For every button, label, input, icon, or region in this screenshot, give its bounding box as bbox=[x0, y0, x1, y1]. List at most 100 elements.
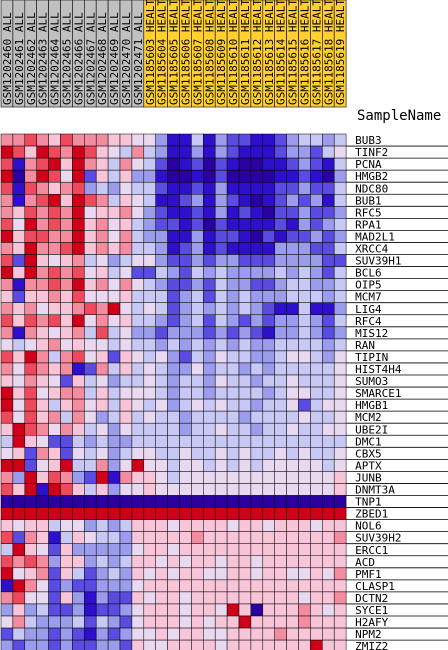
heatmap-cell bbox=[24, 314, 37, 328]
heatmap-cell bbox=[262, 326, 275, 340]
heatmap-cell bbox=[333, 374, 347, 388]
heatmap-cell bbox=[333, 579, 347, 593]
heatmap-cell bbox=[48, 627, 61, 641]
heatmap-cell bbox=[72, 266, 85, 279]
heatmap-cell bbox=[143, 567, 156, 581]
heatmap-cell bbox=[95, 314, 109, 328]
heatmap-cell bbox=[95, 567, 109, 581]
heatmap-cell bbox=[238, 218, 252, 231]
heatmap-cell bbox=[131, 157, 145, 171]
heatmap-cell bbox=[84, 579, 97, 593]
heatmap-cell bbox=[310, 447, 323, 460]
heatmap-cell bbox=[167, 615, 180, 629]
heatmap-cell bbox=[36, 410, 49, 424]
heatmap-cell bbox=[107, 495, 121, 508]
heatmap-cell bbox=[72, 254, 85, 267]
heatmap-cell bbox=[226, 639, 240, 650]
heatmap-cell bbox=[238, 627, 252, 641]
heatmap-cell bbox=[203, 483, 216, 496]
heatmap-cell bbox=[24, 495, 37, 508]
heatmap-cell bbox=[36, 555, 49, 569]
heatmap-cell bbox=[298, 495, 311, 508]
heatmap-cell bbox=[12, 471, 26, 484]
heatmap-cell bbox=[95, 278, 109, 291]
row-label: CLASP1 bbox=[355, 580, 395, 593]
heatmap-cell bbox=[238, 169, 252, 183]
heatmap-cell bbox=[72, 531, 85, 544]
heatmap-cell bbox=[238, 603, 252, 617]
row-label: BUB1 bbox=[355, 194, 382, 207]
heatmap-cell bbox=[60, 242, 73, 255]
heatmap-cell bbox=[36, 302, 49, 316]
heatmap-cell bbox=[274, 133, 287, 147]
heatmap-cell bbox=[95, 555, 109, 569]
row-label: ERCC1 bbox=[355, 544, 388, 557]
heatmap-cell bbox=[167, 145, 180, 159]
heatmap-cell bbox=[203, 603, 216, 617]
heatmap-cell bbox=[298, 639, 311, 650]
heatmap-cell bbox=[143, 266, 156, 279]
heatmap-cell bbox=[322, 519, 335, 532]
heatmap-cell bbox=[322, 290, 335, 303]
heatmap-cell bbox=[107, 242, 121, 255]
heatmap-cell bbox=[48, 519, 61, 532]
heatmap-cell bbox=[310, 266, 323, 279]
heatmap-cell bbox=[286, 242, 299, 255]
heatmap-cell bbox=[250, 398, 264, 412]
column-label: GSM1202465_ALL bbox=[60, 12, 73, 105]
heatmap-cell bbox=[48, 254, 61, 267]
heatmap-cell bbox=[250, 591, 264, 605]
heatmap-cell bbox=[286, 398, 299, 412]
column-label: GSM1202469_ALL bbox=[108, 12, 121, 105]
heatmap-cell bbox=[12, 290, 26, 303]
heatmap-cell bbox=[36, 435, 49, 448]
heatmap-cell bbox=[179, 350, 192, 364]
heatmap-cell bbox=[167, 447, 180, 460]
heatmap-cell bbox=[250, 254, 264, 267]
heatmap-cell bbox=[250, 627, 264, 641]
heatmap-cell bbox=[119, 447, 133, 460]
heatmap-cell bbox=[72, 615, 85, 629]
heatmap-cell bbox=[107, 447, 121, 460]
heatmap-cell bbox=[107, 386, 121, 400]
heatmap-cell bbox=[262, 567, 275, 581]
heatmap-cell bbox=[36, 591, 49, 605]
heatmap-cell bbox=[274, 555, 287, 569]
heatmap-cell bbox=[333, 447, 347, 460]
heatmap-cell bbox=[250, 194, 264, 207]
heatmap-cell bbox=[274, 531, 287, 544]
heatmap-cell bbox=[310, 302, 323, 316]
heatmap-cell bbox=[48, 362, 61, 376]
heatmap-cell bbox=[167, 338, 180, 352]
heatmap-cell bbox=[60, 579, 73, 593]
heatmap-cell bbox=[226, 615, 240, 629]
heatmap-cell bbox=[143, 603, 156, 617]
heatmap-cell bbox=[155, 603, 168, 617]
column-label: GSM1185606_HEALTHY bbox=[179, 0, 192, 105]
heatmap-cell bbox=[36, 531, 49, 544]
heatmap-cell bbox=[214, 483, 228, 496]
heatmap-cell bbox=[250, 471, 264, 484]
heatmap-cell bbox=[24, 519, 37, 532]
row-labels: BUB3TINF2PCNAHMGB2NDC80BUB1RFC5RPA1MAD2L… bbox=[346, 134, 448, 650]
heatmap-cell bbox=[143, 483, 156, 496]
heatmap-cell bbox=[310, 374, 323, 388]
heatmap-cell bbox=[333, 362, 347, 376]
heatmap-cell bbox=[48, 230, 61, 243]
heatmap-cell bbox=[214, 194, 228, 207]
heatmap-cell bbox=[226, 290, 240, 303]
heatmap-cell bbox=[95, 374, 109, 388]
heatmap-cell bbox=[36, 145, 49, 159]
heatmap-cell bbox=[179, 531, 192, 544]
heatmap-cell bbox=[167, 362, 180, 376]
column-label: GSM1202464_ALL bbox=[49, 12, 62, 105]
heatmap-cell bbox=[12, 145, 26, 159]
heatmap-cell bbox=[333, 519, 347, 532]
heatmap-cell bbox=[84, 181, 97, 195]
heatmap-cell bbox=[167, 218, 180, 231]
heatmap-cell bbox=[72, 567, 85, 581]
row-label: SYCE1 bbox=[355, 604, 388, 617]
row-label: ZBED1 bbox=[355, 508, 388, 521]
heatmap-cell bbox=[60, 350, 73, 364]
heatmap-cell bbox=[286, 278, 299, 291]
